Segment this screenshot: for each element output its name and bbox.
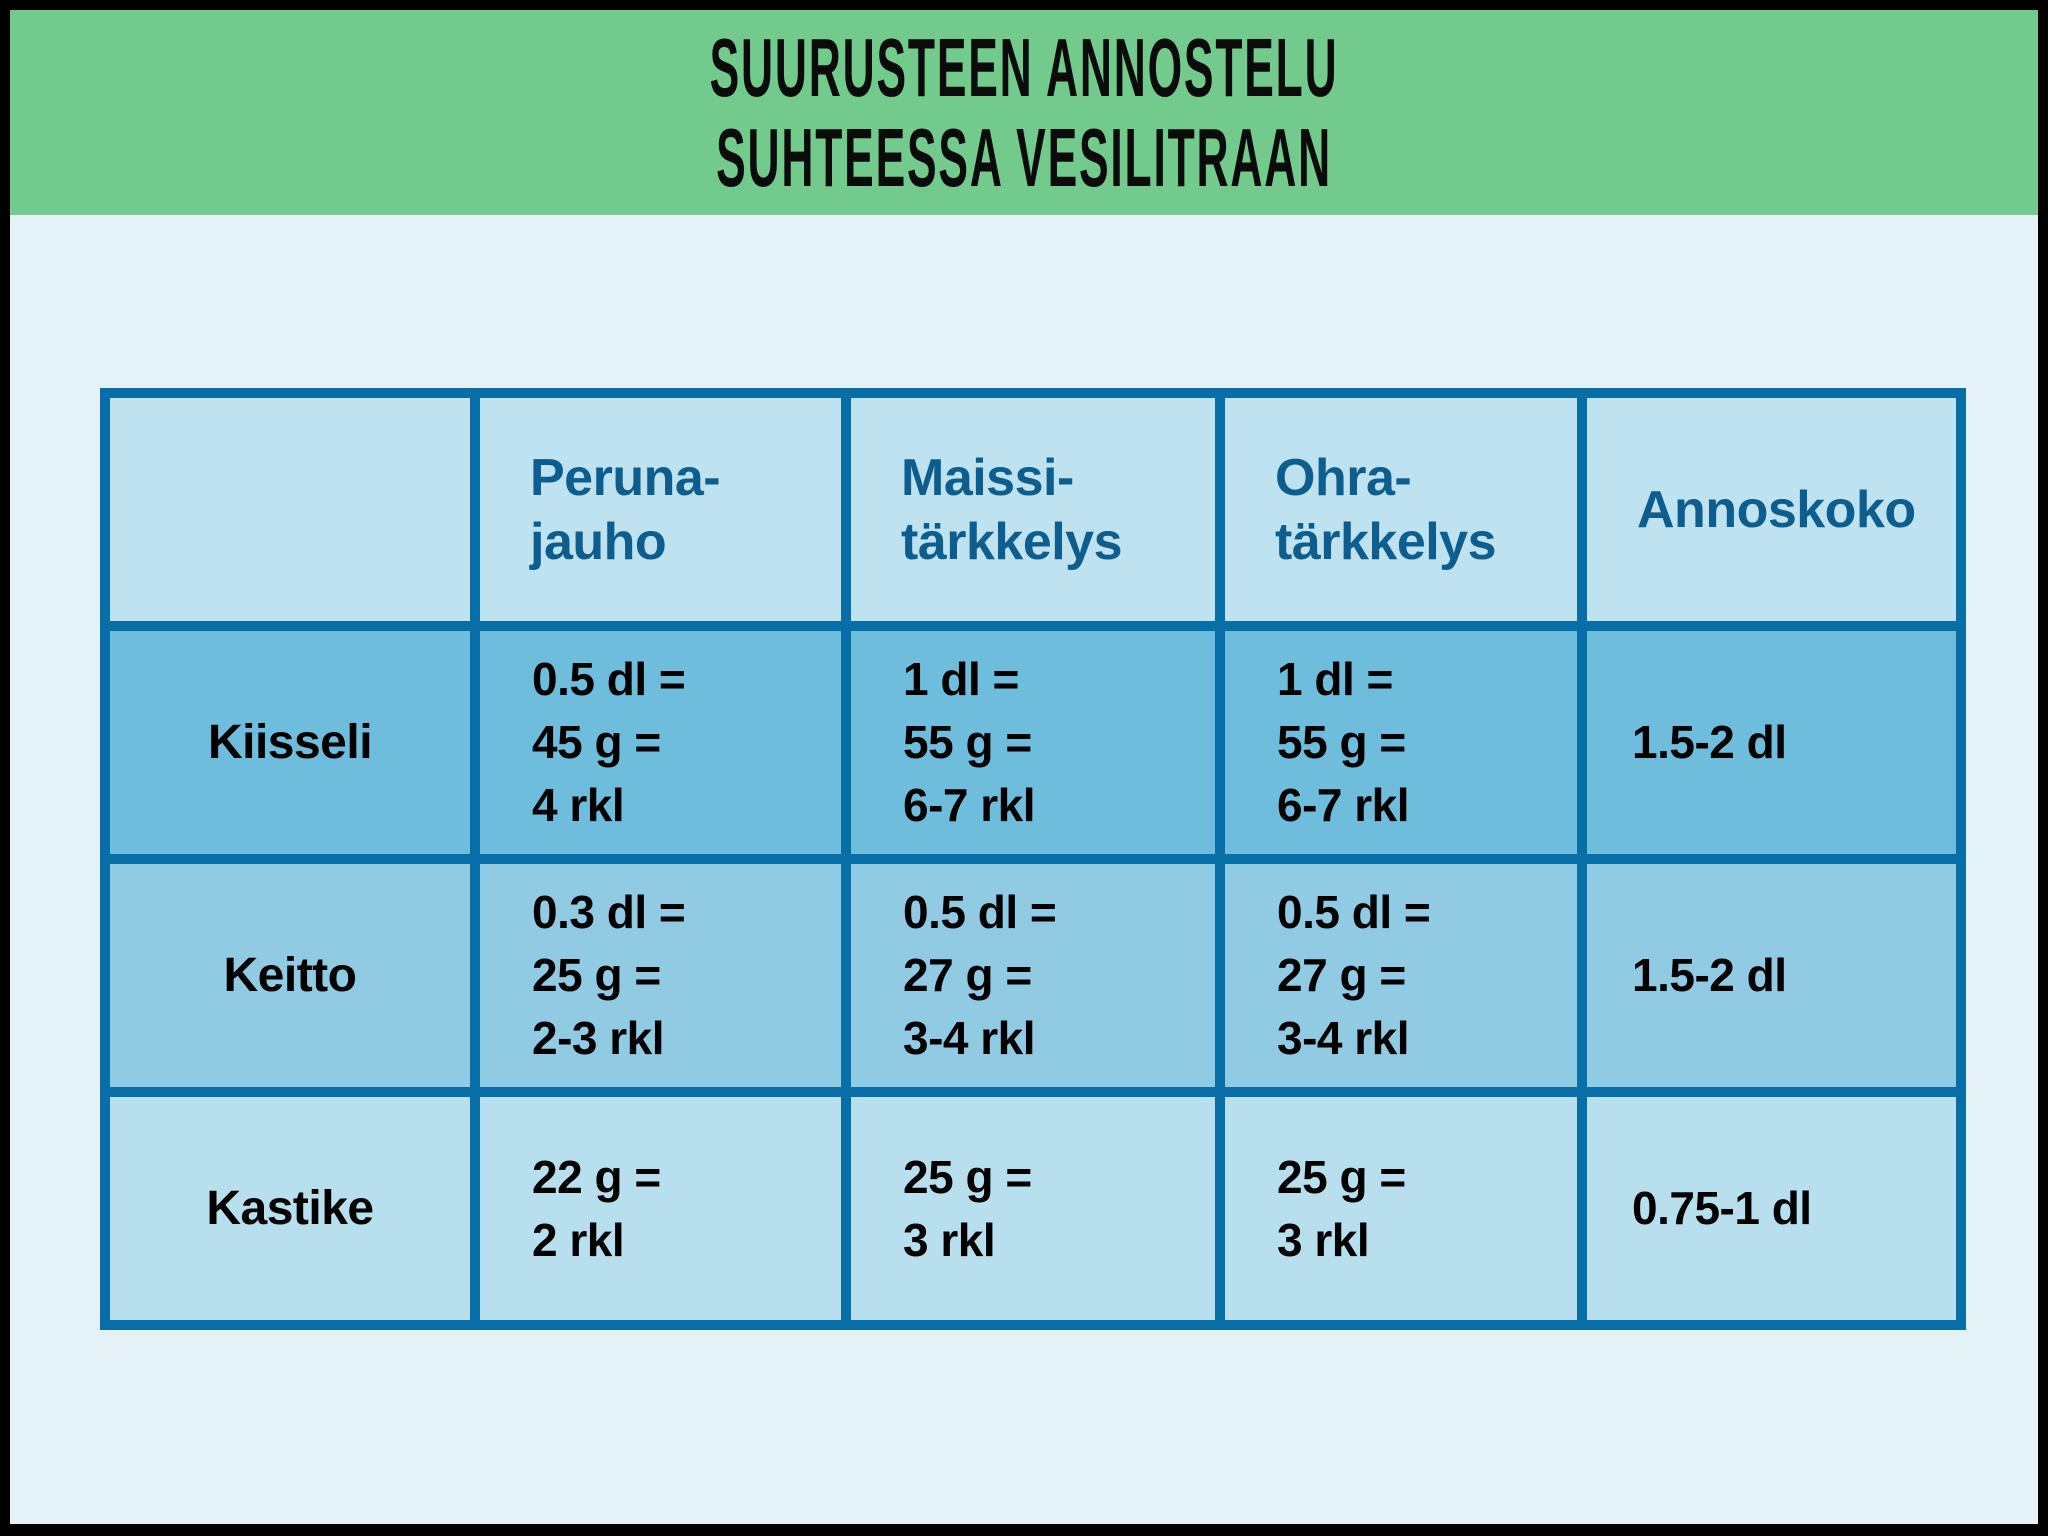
cell-line: jauho: [530, 512, 667, 571]
cell-kiisseli-annoskoko: 1.5-2 dl: [1577, 621, 1966, 864]
cell-kiisseli-perunajauho: 0.5 dl = 45 g = 4 rkl: [470, 621, 851, 864]
header-cell-perunajauho: Peruna-jauho: [470, 388, 851, 631]
cell-line: 0.5 dl =: [903, 886, 1057, 938]
cell-keitto-ohratarkkelys: 0.5 dl = 27 g = 3-4 rkl: [1215, 854, 1587, 1097]
cell-line: 1.5-2 dl: [1632, 949, 1787, 1001]
cell-line: Peruna-: [530, 448, 721, 507]
cell-kastike-annoskoko: 0.75-1 dl: [1577, 1087, 1966, 1330]
dosage-table: Peruna-jauho Maissi-tärkkelys Ohra-tärkkel…: [100, 388, 1966, 1330]
cell-line: 3-4 rkl: [903, 1012, 1036, 1064]
page-title-line2: SUHTEESSA VESILITRAAN: [716, 110, 1332, 204]
cell-line: 27 g =: [1277, 949, 1406, 1001]
cell-line: Annoskoko: [1637, 480, 1916, 539]
cell-line: 6-7 rkl: [1277, 779, 1410, 831]
table-row-keitto: Keitto 0.3 dl = 25 g = 2-3 rkl 0.5 dl = 27 g …: [100, 854, 1966, 1097]
row-label-keitto: Keitto: [100, 854, 480, 1097]
cell-kastike-ohratarkkelys: 25 g = 3 rkl: [1215, 1087, 1587, 1330]
header-cell-annoskoko: Annoskoko: [1577, 388, 1966, 631]
cell-line: 55 g =: [903, 716, 1032, 768]
cell-keitto-maissitarkkelys: 0.5 dl = 27 g = 3-4 rkl: [841, 854, 1225, 1097]
cell-kastike-perunajauho: 22 g = 2 rkl: [470, 1087, 851, 1330]
table-row-kiisseli: Kiisseli 0.5 dl = 45 g = 4 rkl 1 dl = 55 g = 6…: [100, 621, 1966, 864]
cell-line: 1.5-2 dl: [1632, 716, 1787, 768]
cell-line: Ohra-: [1275, 448, 1412, 507]
cell-line: 25 g =: [903, 1150, 1032, 1203]
header-row: Peruna-jauho Maissi-tärkkelys Ohra-tärkkel…: [100, 388, 1966, 631]
table-body: Kiisseli 0.5 dl = 45 g = 4 rkl 1 dl = 55 g = 6…: [100, 621, 1966, 1330]
cell-keitto-perunajauho: 0.3 dl = 25 g = 2-3 rkl: [470, 854, 851, 1097]
cell-line: 25 g =: [532, 949, 661, 1001]
cell-line: 3-4 rkl: [1277, 1012, 1410, 1064]
table-head: Peruna-jauho Maissi-tärkkelys Ohra-tärkkel…: [100, 388, 1966, 631]
cell-line: 1 dl =: [903, 653, 1019, 705]
title-banner: SUURUSTEEN ANNOSTELU SUHTEESSA VESILITRA…: [10, 10, 2038, 215]
page-frame: SUURUSTEEN ANNOSTELU SUHTEESSA VESILITRA…: [10, 10, 2038, 1524]
cell-line: 22 g =: [532, 1150, 661, 1203]
header-cell-ohratarkkelys: Ohra-tärkkelys: [1215, 388, 1587, 631]
page-title: SUURUSTEEN ANNOSTELU SUHTEESSA VESILITRA…: [709, 20, 1339, 204]
cell-line: 2 rkl: [532, 1213, 625, 1266]
table-row-kastike: Kastike 22 g = 2 rkl 25 g = 3 rkl 25 g = 3 rkl…: [100, 1087, 1966, 1330]
cell-line: 4 rkl: [532, 779, 625, 831]
cell-line: 2-3 rkl: [532, 1012, 665, 1064]
page-content: Peruna-jauho Maissi-tärkkelys Ohra-tärkkel…: [10, 215, 2038, 1524]
cell-kiisseli-maissitarkkelys: 1 dl = 55 g = 6-7 rkl: [841, 621, 1225, 864]
cell-line: 0.75-1 dl: [1632, 1182, 1812, 1234]
cell-line: 0.3 dl =: [532, 886, 686, 938]
cell-line: 25 g =: [1277, 1150, 1406, 1203]
cell-kastike-maissitarkkelys: 25 g = 3 rkl: [841, 1087, 1225, 1330]
row-label-kiisseli: Kiisseli: [100, 621, 480, 864]
cell-line: 55 g =: [1277, 716, 1406, 768]
cell-line: 27 g =: [903, 949, 1032, 1001]
cell-line: 3 rkl: [1277, 1213, 1370, 1266]
cell-line: tärkkelys: [901, 512, 1123, 571]
cell-line: 0.5 dl =: [1277, 886, 1431, 938]
cell-line: 0.5 dl =: [532, 653, 686, 705]
cell-line: tärkkelys: [1275, 512, 1497, 571]
row-label-kastike: Kastike: [100, 1087, 480, 1330]
cell-line: 3 rkl: [903, 1213, 996, 1266]
cell-line: 45 g =: [532, 716, 661, 768]
cell-line: 1 dl =: [1277, 653, 1393, 705]
cell-line: Maissi-: [901, 448, 1074, 507]
page-title-line1: SUURUSTEEN ANNOSTELU: [709, 20, 1339, 114]
header-cell-maissitarkkelys: Maissi-tärkkelys: [841, 388, 1225, 631]
cell-keitto-annoskoko: 1.5-2 dl: [1577, 854, 1966, 1097]
cell-kiisseli-ohratarkkelys: 1 dl = 55 g = 6-7 rkl: [1215, 621, 1587, 864]
header-cell-empty: [100, 388, 480, 631]
cell-line: 6-7 rkl: [903, 779, 1036, 831]
